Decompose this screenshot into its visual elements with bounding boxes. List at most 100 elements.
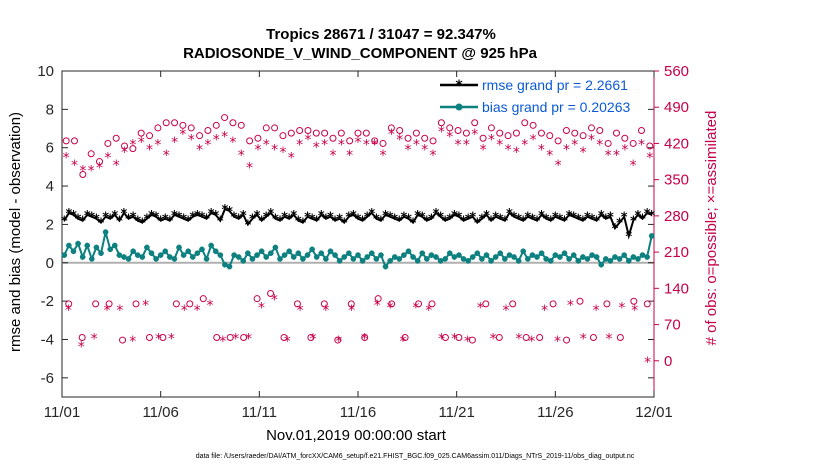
rmse-series-point: * bbox=[322, 213, 329, 228]
bias-series-point bbox=[488, 257, 494, 264]
x-tick-label: 11/06 bbox=[142, 404, 178, 421]
rmse-series-point: * bbox=[295, 215, 302, 230]
rmse-series-point: * bbox=[437, 211, 444, 226]
obs-assimilated-marker: * bbox=[488, 132, 495, 148]
obs-possible-marker bbox=[262, 124, 270, 132]
bias-series-point bbox=[644, 254, 650, 260]
obs-possible-marker bbox=[78, 333, 86, 341]
bias-series-point bbox=[240, 257, 247, 264]
bias-series-point bbox=[469, 254, 476, 260]
obs-assimilated-marker: * bbox=[593, 303, 600, 319]
obs-assimilated-marker: * bbox=[296, 137, 303, 153]
bias-series-point bbox=[557, 254, 563, 260]
rmse-series-point: * bbox=[171, 209, 178, 224]
obs-possible-marker bbox=[172, 300, 180, 308]
bias-series-point bbox=[355, 252, 361, 258]
obs-assimilated-marker: * bbox=[138, 135, 145, 151]
rmse-series-point: * bbox=[511, 211, 518, 226]
bias-series-point bbox=[79, 254, 86, 260]
rmse-series-point: * bbox=[217, 215, 224, 230]
y-right-tick-label: 70 bbox=[664, 317, 681, 334]
rmse-series-point: * bbox=[116, 215, 123, 230]
obs-assimilated-marker: * bbox=[538, 143, 545, 159]
bias-series-point bbox=[286, 248, 293, 255]
obs-assimilated-marker: * bbox=[563, 143, 570, 159]
rmse-series-point: * bbox=[400, 211, 407, 226]
rmse-series-point: * bbox=[222, 203, 229, 218]
bias-series-point bbox=[497, 250, 504, 257]
bias-series-point bbox=[153, 256, 159, 262]
bias-series-point bbox=[593, 254, 600, 260]
obs-possible-marker bbox=[287, 129, 295, 137]
y-axis-right-label: # of obs: o=possible; ×=assimilated bbox=[703, 111, 720, 346]
obs-assimilated-marker: * bbox=[380, 148, 387, 164]
rmse-series-point: * bbox=[410, 216, 417, 231]
rmse-series-point: * bbox=[79, 215, 86, 230]
obs-assimilated-marker: * bbox=[605, 331, 612, 347]
obs-assimilated-marker: * bbox=[412, 300, 419, 316]
obs-possible-marker bbox=[455, 333, 463, 341]
bias-series-point bbox=[189, 254, 196, 260]
rmse-series-point: * bbox=[506, 207, 513, 222]
rmse-series-point: * bbox=[433, 207, 440, 222]
rmse-series-point: * bbox=[327, 211, 334, 226]
obs-assimilated-marker: * bbox=[541, 303, 548, 319]
bias-series-point bbox=[102, 229, 109, 235]
rmse-series-point: * bbox=[93, 213, 100, 228]
x-tick-label: 12/01 bbox=[635, 404, 673, 421]
rmse-series-point: * bbox=[524, 211, 531, 226]
bias-series-point bbox=[373, 256, 380, 262]
obs-assimilated-marker: * bbox=[425, 303, 432, 319]
obs-possible-marker bbox=[596, 127, 604, 135]
rmse-series-point: * bbox=[180, 213, 187, 228]
obs-assimilated-marker: * bbox=[387, 300, 394, 316]
bias-series-point bbox=[515, 257, 522, 264]
obs-possible-marker bbox=[646, 142, 654, 150]
obs-assimilated-marker: * bbox=[113, 158, 120, 174]
obs-possible-marker bbox=[537, 129, 545, 137]
bias-series-point bbox=[254, 252, 260, 258]
obs-assimilated-marker: * bbox=[91, 331, 98, 347]
obs-assimilated-marker: * bbox=[374, 298, 381, 314]
rmse-series-point: * bbox=[70, 209, 77, 224]
bias-series-point bbox=[350, 256, 357, 262]
obs-possible-marker bbox=[512, 129, 520, 137]
obs-possible-marker bbox=[479, 134, 487, 142]
legend-label-rmse-series: rmse grand pr = 2.2661 bbox=[482, 77, 628, 93]
obs-assimilated-marker: * bbox=[421, 143, 428, 159]
obs-possible-marker bbox=[637, 127, 645, 135]
bias-series-point bbox=[502, 256, 508, 262]
obs-assimilated-marker: * bbox=[400, 334, 407, 350]
obs-possible-marker bbox=[529, 121, 537, 129]
rmse-series-point: * bbox=[446, 213, 453, 228]
bias-series-point bbox=[345, 250, 352, 257]
obs-possible-marker bbox=[229, 119, 237, 127]
obs-possible-marker bbox=[240, 333, 248, 341]
obs-possible-marker bbox=[462, 129, 470, 137]
obs-assimilated-marker: * bbox=[254, 143, 261, 159]
obs-possible-marker bbox=[279, 132, 287, 140]
bias-series-point bbox=[511, 254, 517, 260]
bias-series-point bbox=[148, 250, 155, 257]
obs-assimilated-marker: * bbox=[621, 143, 628, 159]
bias-series-point bbox=[378, 252, 384, 258]
rmse-series-point: * bbox=[235, 213, 242, 228]
rmse-series-point: * bbox=[414, 209, 421, 224]
obs-possible-marker bbox=[320, 300, 328, 308]
bias-series-point bbox=[125, 256, 132, 262]
bias-series-point bbox=[212, 248, 219, 255]
obs-assimilated-marker: * bbox=[515, 331, 522, 347]
bias-series-point bbox=[98, 250, 104, 257]
obs-possible-marker bbox=[587, 124, 595, 132]
data-file-footer: data file: /Users/raeder/DAI/ATM_forcXX/… bbox=[196, 453, 635, 460]
obs-assimilated-marker: * bbox=[155, 331, 162, 347]
bias-series-point bbox=[180, 252, 187, 258]
obs-assimilated-marker: * bbox=[271, 143, 278, 159]
obs-assimilated-marker: * bbox=[605, 148, 612, 164]
obs-assimilated-marker: * bbox=[71, 158, 78, 174]
legend-marker-bias-series bbox=[455, 103, 463, 111]
obs-assimilated-marker: * bbox=[446, 130, 453, 146]
rmse-series-point: * bbox=[483, 209, 490, 224]
bias-series-point bbox=[144, 244, 150, 251]
obs-assimilated-marker: * bbox=[630, 158, 637, 174]
